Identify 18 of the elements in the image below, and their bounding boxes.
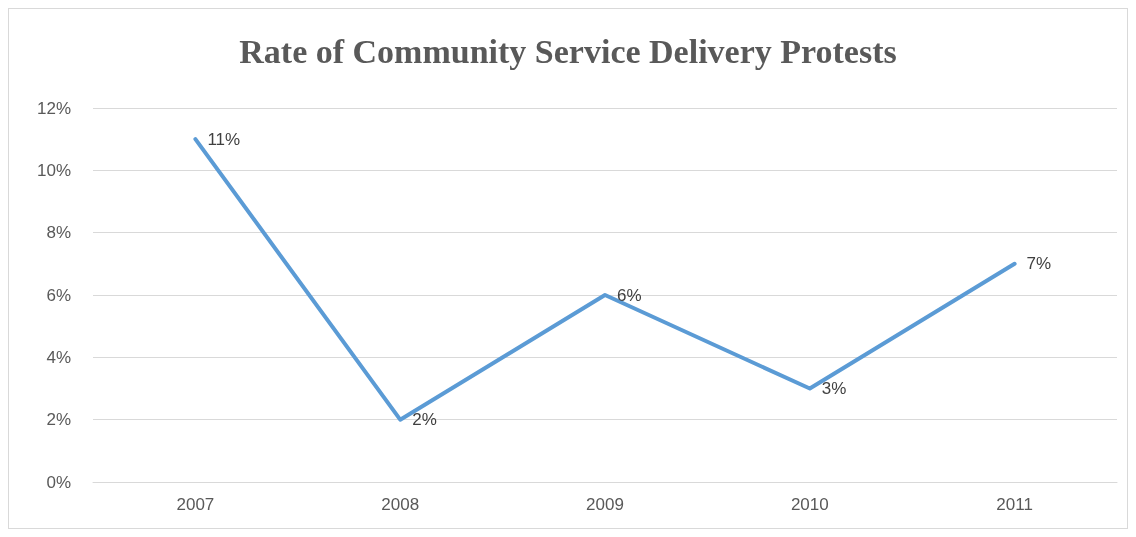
y-tick-label: 10% xyxy=(36,160,71,180)
data-label: 11% xyxy=(207,129,241,149)
y-tick-label: 0% xyxy=(46,472,71,492)
data-label: 3% xyxy=(821,379,847,398)
x-tick-label: 2011 xyxy=(996,495,1033,514)
x-tick-label: 2009 xyxy=(586,495,624,514)
data-label: 7% xyxy=(1026,254,1052,274)
data-label: 6% xyxy=(617,285,642,305)
y-tick-label: 8% xyxy=(46,223,71,243)
data-label: 2% xyxy=(412,410,437,430)
y-tick-label: 4% xyxy=(46,347,71,367)
chart-title: Rate of Community Service Delivery Protests xyxy=(239,32,897,70)
x-tick-label: 2010 xyxy=(790,495,829,514)
x-tick-label: 2007 xyxy=(176,495,215,514)
x-tick-label: 2008 xyxy=(381,495,420,514)
y-tick-label: 12% xyxy=(36,98,71,118)
y-tick-label: 2% xyxy=(46,410,71,430)
y-tick-label: 6% xyxy=(46,285,71,305)
